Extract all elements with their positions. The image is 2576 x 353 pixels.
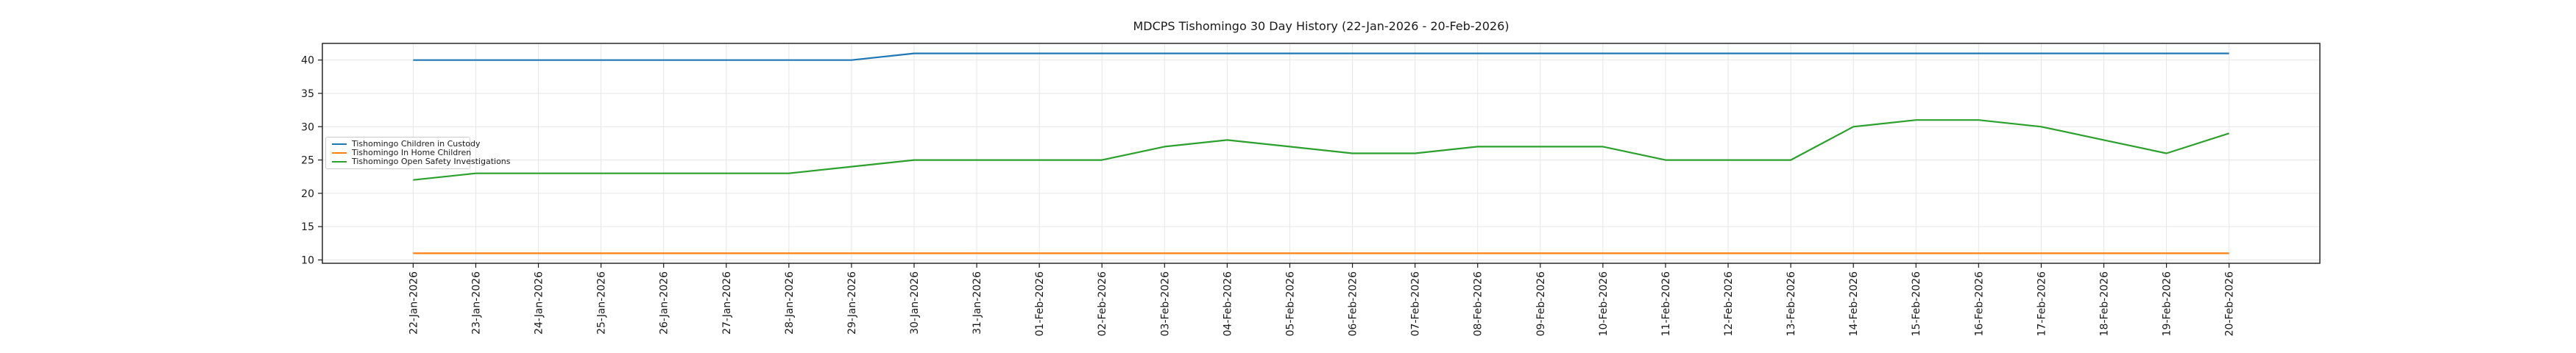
x-tick-label: 22-Jan-2026	[408, 271, 420, 335]
y-axis-labels: 10 15 20 25 30 35 40	[301, 55, 314, 267]
x-tick-label: 27-Jan-2026	[721, 271, 733, 335]
x-tick-label: 13-Feb-2026	[1786, 271, 1797, 336]
chart-title: MDCPS Tishomingo 30 Day History (22-Jan-…	[1133, 19, 1510, 33]
x-tick-label: 12-Feb-2026	[1723, 271, 1735, 336]
y-tick-label: 40	[301, 55, 314, 67]
x-tick-label: 25-Jan-2026	[596, 271, 608, 335]
x-tick-label: 06-Feb-2026	[1348, 271, 1359, 336]
legend-item: Tishomingo Children in Custody	[332, 140, 481, 149]
x-tick-label: 15-Feb-2026	[1911, 271, 1922, 336]
legend: Tishomingo Children in Custody Tishoming…	[325, 137, 511, 169]
legend-line-swatch-in-home	[332, 152, 347, 154]
legend-line-swatch-investigations	[332, 161, 347, 163]
x-tick-label: 28-Jan-2026	[784, 271, 796, 335]
x-tick-label: 09-Feb-2026	[1535, 271, 1547, 336]
x-tick-label: 10-Feb-2026	[1598, 271, 1610, 336]
series-line-2	[413, 119, 2229, 181]
x-tick-label: 01-Feb-2026	[1034, 271, 1046, 336]
x-tick-label: 07-Feb-2026	[1410, 271, 1422, 336]
plot-border	[322, 43, 2321, 264]
legend-item: Tishomingo In Home Children	[332, 149, 471, 157]
x-tick-label: 26-Jan-2026	[659, 271, 670, 335]
x-tick-label: 24-Jan-2026	[534, 271, 545, 335]
y-tick-label: 20	[301, 188, 314, 200]
x-tick-label: 05-Feb-2026	[1284, 271, 1296, 336]
series-line-0	[413, 52, 2229, 61]
legend-item: Tishomingo Open Safety Investigations	[332, 157, 511, 166]
x-tick-label: 04-Feb-2026	[1222, 271, 1234, 336]
tick-marks	[318, 60, 2230, 268]
legend-label: Tishomingo In Home Children	[352, 148, 472, 157]
x-tick-label: 16-Feb-2026	[1973, 271, 1985, 336]
legend-label: Tishomingo Open Safety Investigations	[352, 157, 511, 166]
x-axis-labels: 22-Jan-2026 23-Jan-2026 24-Jan-2026 25-Jan-…	[408, 271, 2235, 336]
x-tick-label: 18-Feb-2026	[2098, 271, 2110, 336]
x-tick-label: 02-Feb-2026	[1097, 271, 1108, 336]
y-tick-label: 30	[301, 121, 314, 133]
legend-label: Tishomingo Children in Custody	[352, 139, 481, 149]
x-tick-label: 23-Jan-2026	[470, 271, 482, 335]
y-tick-label: 15	[301, 221, 314, 233]
x-tick-label: 17-Feb-2026	[2036, 271, 2048, 336]
x-tick-label: 31-Jan-2026	[972, 271, 983, 335]
y-tick-label: 35	[301, 88, 314, 100]
x-tick-label: 14-Feb-2026	[1848, 271, 1860, 336]
series-layer	[413, 52, 2229, 254]
x-tick-label: 29-Jan-2026	[846, 271, 858, 335]
x-tick-label: 03-Feb-2026	[1159, 271, 1171, 336]
x-tick-label: 08-Feb-2026	[1473, 271, 1485, 336]
grid-layer	[322, 43, 2320, 263]
x-tick-label: 30-Jan-2026	[909, 271, 921, 335]
y-tick-label: 25	[301, 155, 314, 167]
x-tick-label: 19-Feb-2026	[2162, 271, 2173, 336]
x-tick-label: 11-Feb-2026	[1660, 271, 1672, 336]
legend-line-swatch-custody	[332, 143, 347, 145]
y-tick-label: 10	[301, 254, 314, 266]
x-tick-label: 20-Feb-2026	[2224, 271, 2236, 336]
